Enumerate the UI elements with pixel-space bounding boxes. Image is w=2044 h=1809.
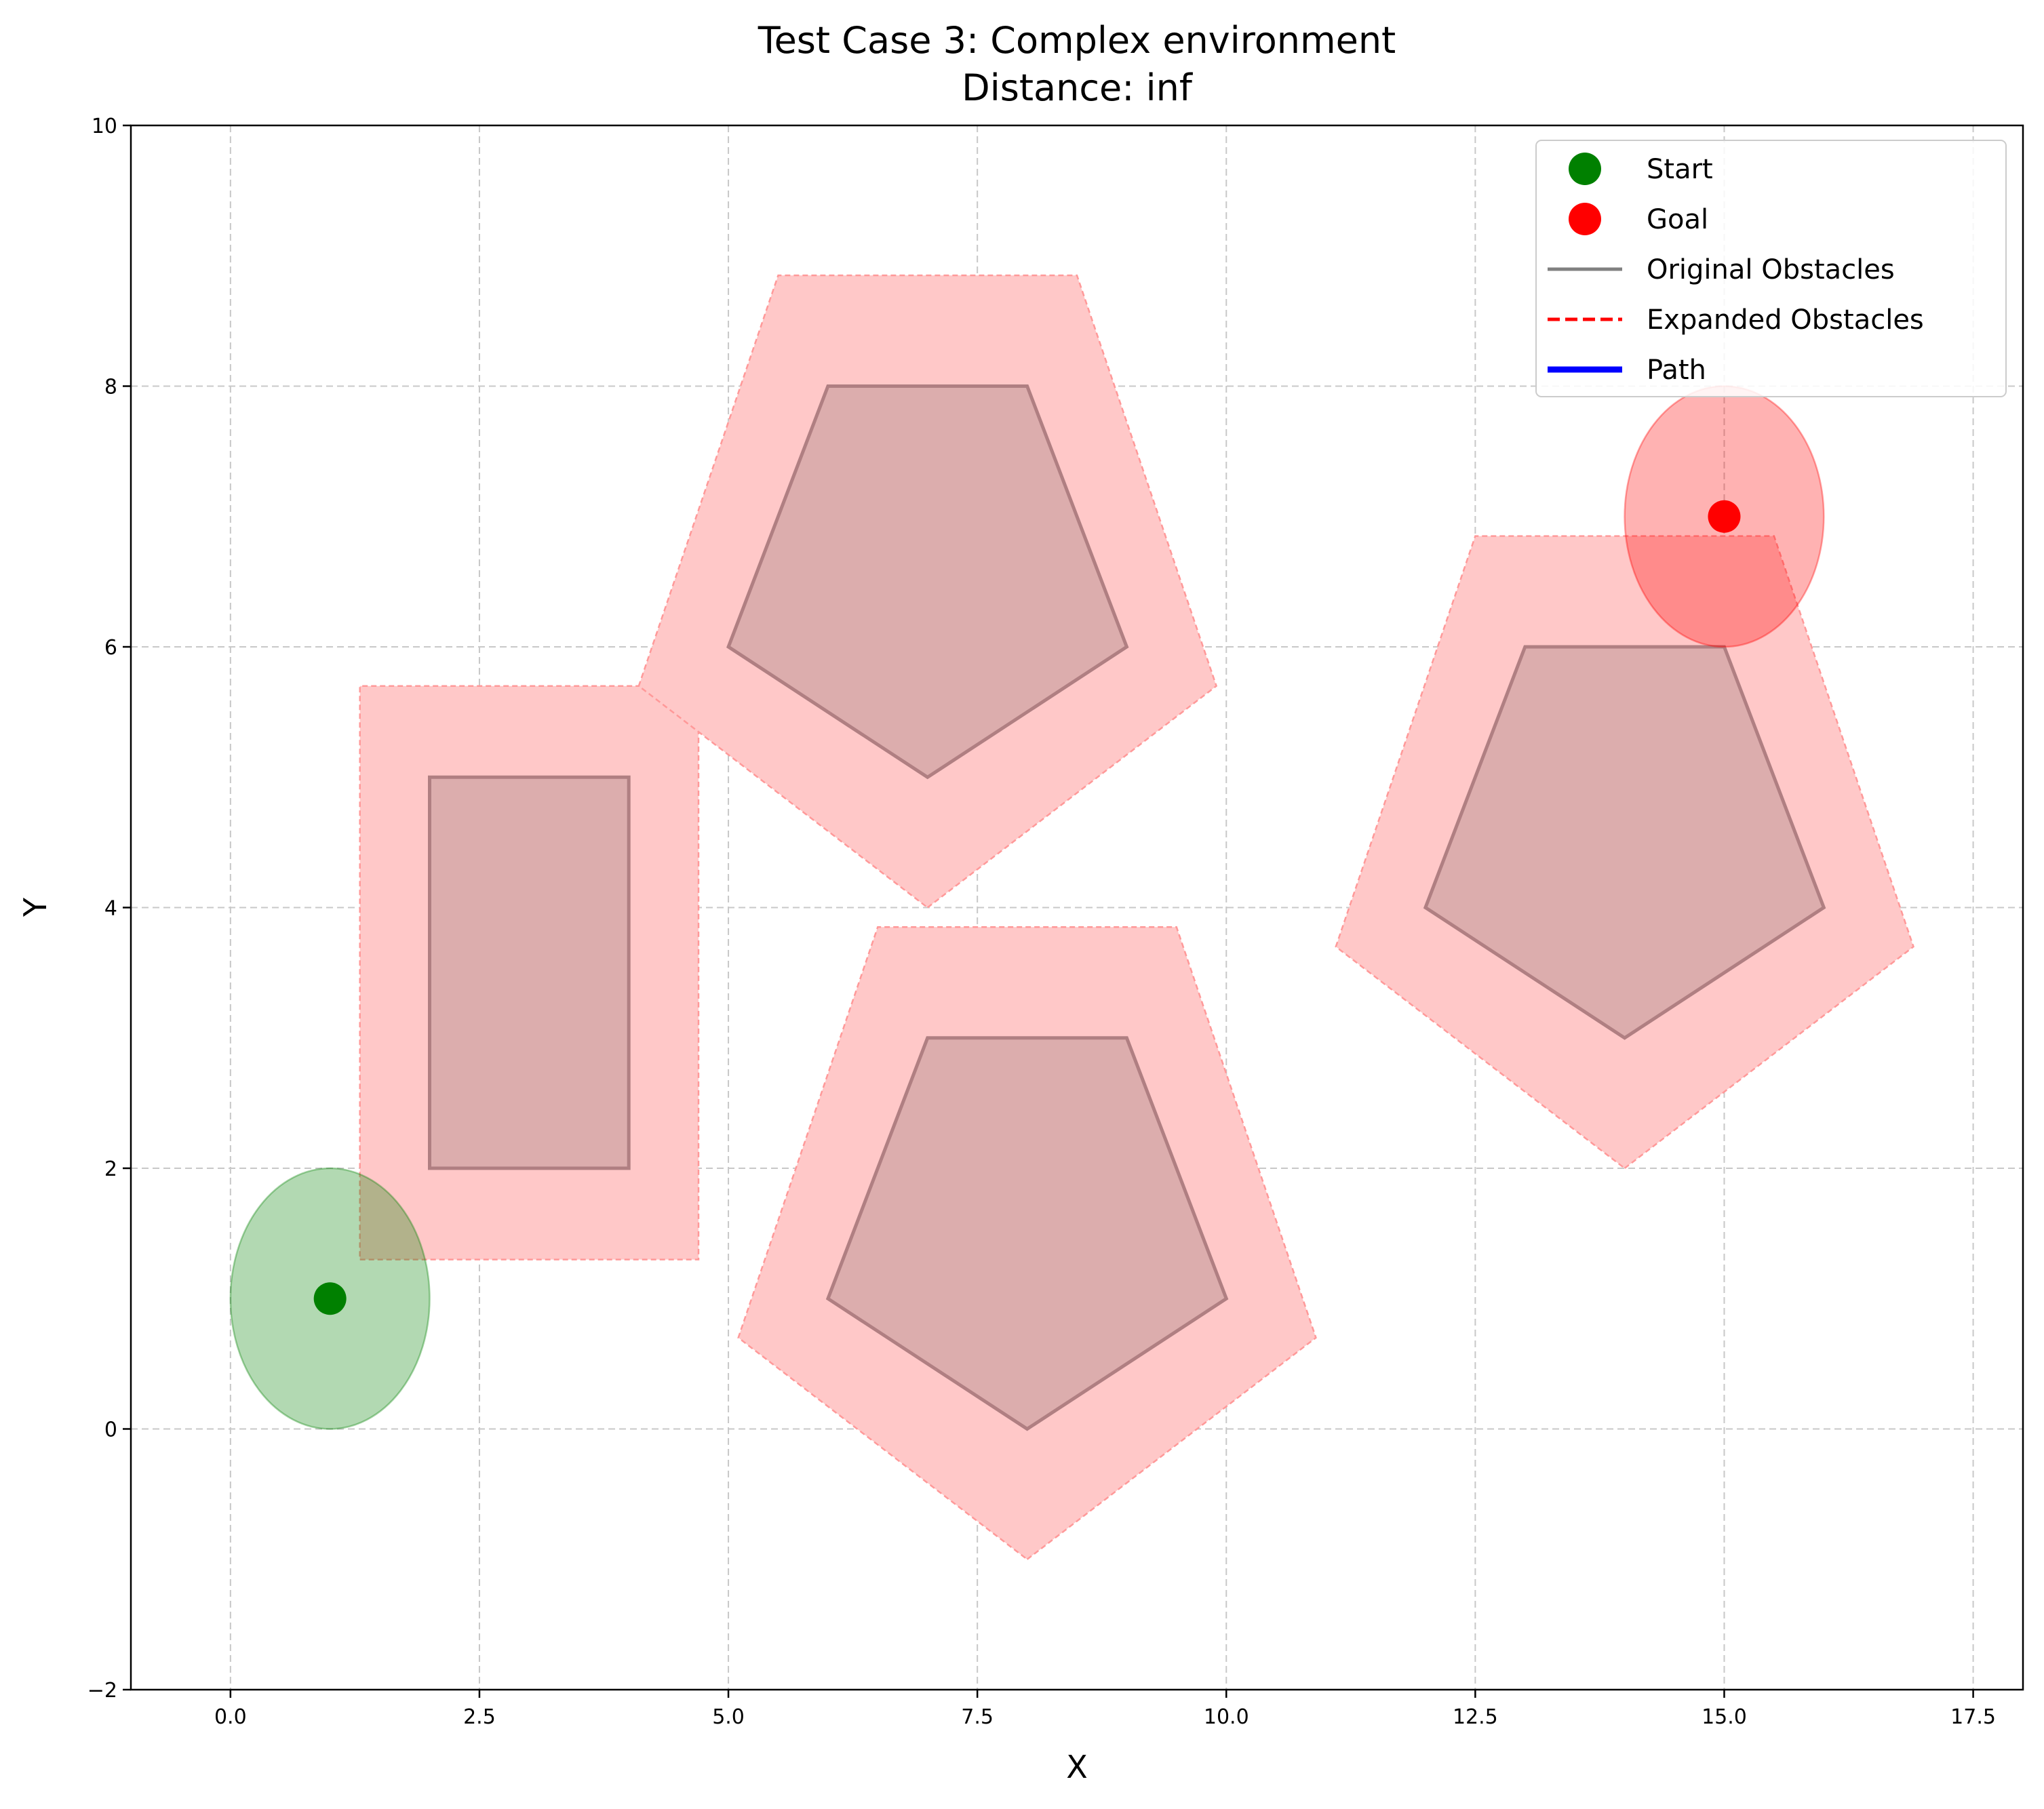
x-tick-label: 2.5 (463, 1705, 496, 1729)
y-tick-label: 4 (104, 897, 117, 921)
x-tick-label: 5.0 (712, 1705, 745, 1729)
original-obstacle (1423, 645, 1826, 1040)
axis-ticks: 0.0 2.5 5.0 7.5 10.0 12.5 15.0 17.5 −2 0 2 4 6 8 10 (87, 115, 1996, 1729)
chart-subtitle: Distance: inf (962, 66, 1194, 109)
chart-title: Test Case 3: Complex environment (758, 19, 1396, 62)
x-tick-label: 10.0 (1204, 1705, 1249, 1729)
legend-label: Path (1647, 355, 1706, 386)
legend-label: Expanded Obstacles (1647, 304, 1924, 336)
y-tick-label: 8 (104, 376, 117, 399)
original-obstacle (726, 384, 1129, 780)
legend-marker (1569, 153, 1601, 185)
x-tick-label: 17.5 (1950, 1705, 1996, 1729)
original-obstacles (428, 384, 1826, 1431)
start-marker (313, 1282, 347, 1315)
original-obstacle (428, 775, 631, 1170)
legend-label: Start (1647, 154, 1713, 185)
x-tick-label: 15.0 (1702, 1705, 1747, 1729)
legend-label: Original Obstacles (1647, 254, 1895, 285)
x-tick-label: 12.5 (1453, 1705, 1498, 1729)
y-tick-label: −2 (87, 1679, 117, 1703)
legend-label: Goal (1647, 204, 1708, 235)
legend-marker (1569, 203, 1601, 235)
y-tick-label: 10 (92, 115, 117, 138)
legend-box (1535, 140, 2007, 397)
legend: Start Goal Original Obstacles Expanded Obst… (1535, 140, 2007, 397)
y-tick-label: 6 (104, 636, 117, 660)
start-goal-markers (313, 500, 1741, 1315)
y-tick-label: 2 (104, 1157, 117, 1181)
original-obstacle (825, 1036, 1229, 1431)
x-tick-label: 7.5 (961, 1705, 994, 1729)
y-tick-label: 0 (104, 1418, 117, 1442)
x-axis-label: X (1066, 1749, 1088, 1785)
y-axis-label: Y (17, 897, 54, 917)
x-tick-label: 0.0 (214, 1705, 247, 1729)
goal-marker (1708, 500, 1741, 533)
